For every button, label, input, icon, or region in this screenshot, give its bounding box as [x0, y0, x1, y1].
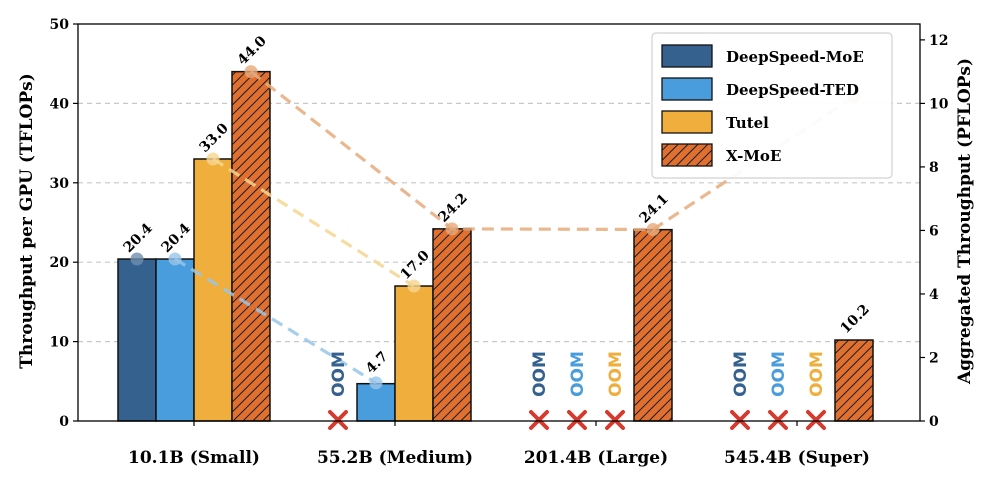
aggregated-point — [646, 222, 660, 236]
oom-x-icon — [328, 410, 348, 430]
data-label: 24.2 — [435, 190, 470, 225]
data-label: 24.1 — [636, 191, 671, 226]
legend-label: DeepSpeed-MoE — [726, 48, 864, 66]
y-tick-label: 0 — [59, 414, 69, 430]
y2-tick-label: 12 — [929, 33, 948, 49]
y2-axis-title: Aggregated Throughput (PFLOPs) — [955, 58, 975, 385]
oom-label: OOM — [568, 351, 588, 397]
data-label: 20.4 — [120, 220, 156, 256]
aggregated-point — [168, 252, 182, 266]
aggregated-point — [369, 376, 383, 390]
bar-x-moe — [834, 339, 874, 422]
y2-tick-label: 2 — [929, 350, 939, 366]
bar-deepspeed-ted — [155, 258, 195, 422]
oom-x-icon — [529, 410, 549, 430]
bar-deepspeed-moe — [117, 258, 157, 422]
oom-x-icon — [567, 410, 587, 430]
y2-tick-label: 6 — [929, 223, 939, 239]
aggregated-point — [130, 252, 144, 266]
oom-x-icon — [730, 410, 750, 430]
y2-tick-label: 8 — [929, 160, 939, 176]
legend-swatch — [661, 143, 713, 167]
legend-label: Tutel — [726, 114, 769, 132]
y2-tick-label: 0 — [929, 414, 939, 430]
oom-label: OOM — [769, 351, 789, 397]
oom-x-icon — [605, 410, 625, 430]
legend-label: X-MoE — [726, 147, 781, 165]
axes: 0 10 20 30 40 50 0 2 4 6 8 10 12 10.1B (Small) 55.2B (… — [50, 17, 949, 468]
y2-tick-label: 10 — [929, 96, 949, 112]
y-tick-label: 50 — [50, 17, 70, 33]
x-tick-label: 10.1B (Small) — [128, 448, 260, 468]
oom-x-icon — [768, 410, 788, 430]
data-label: 33.0 — [196, 120, 232, 156]
plot-frame — [77, 23, 921, 422]
bar-tutel — [394, 285, 434, 422]
legend-swatch — [661, 77, 713, 101]
aggregated-point — [407, 279, 421, 293]
bars — [117, 70, 874, 422]
y-tick-label: 20 — [50, 255, 70, 271]
legend-swatch — [661, 110, 713, 134]
legend-swatch — [661, 44, 713, 68]
x-tick-label: 201.4B (Large) — [524, 448, 668, 468]
y-tick-label: 10 — [50, 335, 70, 351]
oom-label: OOM — [606, 351, 626, 397]
legend-label: DeepSpeed-TED — [726, 81, 859, 99]
oom-label: OOM — [807, 351, 827, 397]
oom-x-icon — [806, 410, 826, 430]
bar-x-moe — [432, 228, 472, 422]
data-label: 10.2 — [837, 301, 872, 336]
y-tick-label: 30 — [50, 176, 70, 192]
y-tick-label: 40 — [50, 96, 70, 112]
bar-x-moe — [231, 70, 271, 422]
y2-tick-label: 4 — [929, 287, 939, 303]
oom-label: OOM — [329, 351, 349, 397]
legend-box — [651, 32, 893, 179]
aggregated-line-tutel — [212, 157, 415, 288]
oom-label: OOM — [731, 351, 751, 397]
oom-label: OOM — [530, 351, 550, 397]
aggregated-line-deepspeed-ted — [174, 257, 377, 385]
aggregated-point — [445, 222, 459, 236]
x-tick-label: 545.4B (Super) — [724, 448, 870, 468]
x-tick-label: 55.2B (Medium) — [317, 448, 473, 468]
data-label: 44.0 — [234, 33, 270, 69]
oom-markers: OOM OOM OOM OOM OOM OOM OOM — [328, 351, 827, 430]
data-label: 20.4 — [158, 220, 194, 256]
y-axis-title: Throughput per GPU (TFLOPs) — [17, 73, 37, 368]
legend: DeepSpeed-MoE DeepSpeed-TED Tutel X-MoE — [651, 32, 893, 179]
bar-x-moe — [633, 228, 673, 422]
aggregated-point — [244, 65, 258, 79]
data-label: 17.0 — [397, 247, 433, 283]
data-label: 4.7 — [363, 349, 392, 378]
aggregated-point — [206, 152, 220, 166]
